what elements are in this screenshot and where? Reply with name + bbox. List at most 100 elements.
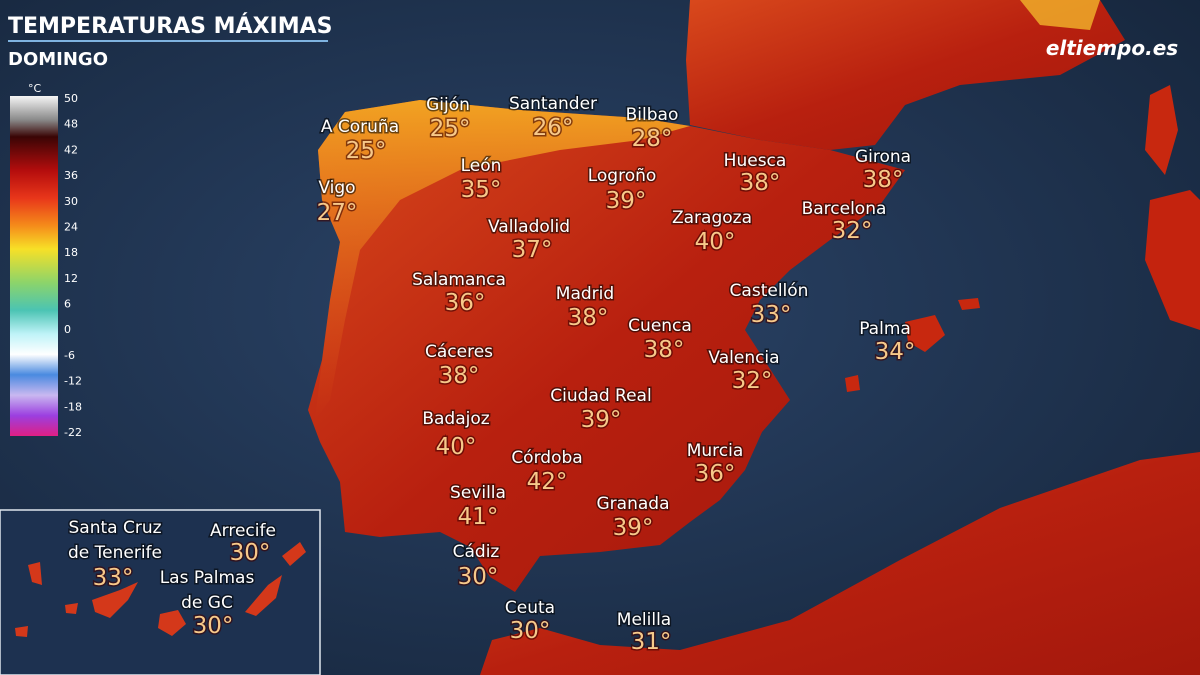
africa: [480, 452, 1200, 675]
city-name: A Coruña: [321, 117, 399, 137]
city-temperature: 30°: [193, 613, 234, 639]
map-subtitle: DOMINGO: [8, 49, 108, 70]
city-name: Las Palmas: [160, 568, 255, 588]
city-name: Gijón: [426, 95, 470, 115]
city-temperature: 31°: [631, 629, 672, 655]
city-name: Huesca: [724, 151, 787, 171]
fuerteventura: [245, 575, 282, 616]
city-temperature: 40°: [695, 229, 736, 255]
city-temperature: 32°: [732, 368, 773, 394]
city-name: Santander: [509, 94, 597, 114]
corsica: [1145, 85, 1178, 175]
el-hierro: [15, 626, 28, 637]
tenerife: [92, 582, 138, 618]
sardinia: [1145, 190, 1200, 330]
legend-label: 48: [64, 118, 78, 131]
city-name: de Tenerife: [68, 543, 162, 563]
cool-coast: [315, 100, 690, 420]
legend-label: 18: [64, 246, 78, 259]
city-name: Córdoba: [511, 448, 582, 468]
city-name: Santa Cruz: [68, 518, 161, 538]
legend-label: 36: [64, 169, 78, 182]
city-name: León: [461, 156, 502, 176]
city-temperature: 25°: [430, 116, 471, 142]
city-temperature: 39°: [606, 188, 647, 214]
city-name: Madrid: [556, 284, 614, 304]
iberia: [308, 100, 905, 592]
legend-label: -18: [64, 400, 82, 413]
city-temperature: 39°: [581, 407, 622, 433]
city-name: Bilbao: [626, 105, 679, 125]
city-name: Cuenca: [628, 316, 692, 336]
legend-label: 42: [64, 143, 78, 156]
gran-canaria: [158, 610, 186, 636]
city-name: Valencia: [708, 348, 779, 368]
legend-label: 12: [64, 272, 78, 285]
city-name: Arrecife: [210, 521, 276, 541]
city-name: Valladolid: [488, 217, 570, 237]
city-temperature: 38°: [740, 170, 781, 196]
warm-patch: [1020, 0, 1100, 30]
city-name: Barcelona: [802, 199, 887, 219]
city-temperature: 36°: [695, 461, 736, 487]
city-name: Cádiz: [453, 542, 500, 562]
city-name: de GC: [181, 593, 233, 613]
city-name: Logroño: [588, 166, 657, 186]
city-temperature: 38°: [863, 167, 904, 193]
city-name: Ciudad Real: [550, 386, 651, 406]
city-temperature: 30°: [510, 618, 551, 644]
logo: eltiempo.es: [1046, 36, 1178, 60]
france: [686, 0, 1125, 150]
city-temperature: 37°: [512, 237, 553, 263]
city-temperature: 34°: [875, 339, 916, 365]
city-temperature: 28°: [632, 126, 673, 152]
city-temperature: 33°: [93, 565, 134, 591]
legend-unit: °C: [28, 82, 42, 95]
city-name: Palma: [859, 319, 911, 339]
city-name: Murcia: [687, 441, 744, 461]
city-temperature: 36°: [445, 290, 486, 316]
city-temperature: 25°: [346, 138, 387, 164]
la-palma: [28, 562, 42, 585]
city-temperature: 32°: [832, 218, 873, 244]
city-temperature: 30°: [230, 540, 271, 566]
city-name: Cáceres: [425, 342, 493, 362]
legend-label: 6: [64, 298, 71, 311]
legend-label: 50: [64, 92, 78, 105]
city-name: Melilla: [617, 610, 671, 630]
city-temperature: 38°: [568, 305, 609, 331]
legend-labels: 50 48 42 36 30 24 18 12 6 0 -6 -12 -18 -22: [64, 92, 82, 439]
city-temperature: 26°: [533, 115, 574, 141]
city-name: Granada: [597, 494, 670, 514]
mallorca: [905, 315, 945, 352]
city-temperature: 41°: [458, 504, 499, 530]
city-name: Sevilla: [450, 483, 506, 503]
lanzarote: [282, 542, 306, 566]
city-name: Castellón: [730, 281, 809, 301]
menorca: [958, 298, 980, 310]
city-temperature: 33°: [751, 302, 792, 328]
city-name: Ceuta: [505, 598, 555, 618]
city-temperature: 38°: [644, 337, 685, 363]
city-temperature: 42°: [527, 469, 568, 495]
la-gomera: [65, 603, 78, 614]
map-title: TEMPERATURAS MÁXIMAS: [8, 13, 333, 39]
city-temperature: 40°: [436, 434, 477, 460]
city-name: Zaragoza: [672, 208, 752, 228]
legend-label: 30: [64, 195, 78, 208]
city-name: Badajoz: [422, 409, 489, 429]
legend-scale: [10, 96, 58, 436]
legend-label: 0: [64, 323, 71, 336]
city-temperature: 35°: [461, 177, 502, 203]
city-name: Girona: [855, 147, 911, 167]
city-temperature: 39°: [613, 515, 654, 541]
legend-label: -22: [64, 426, 82, 439]
city-temperature: 38°: [439, 363, 480, 389]
legend-label: -6: [64, 349, 75, 362]
ibiza: [845, 375, 860, 392]
city-temperature: 30°: [458, 564, 499, 590]
legend-label: -12: [64, 375, 82, 388]
city-temperature: 27°: [317, 200, 358, 226]
